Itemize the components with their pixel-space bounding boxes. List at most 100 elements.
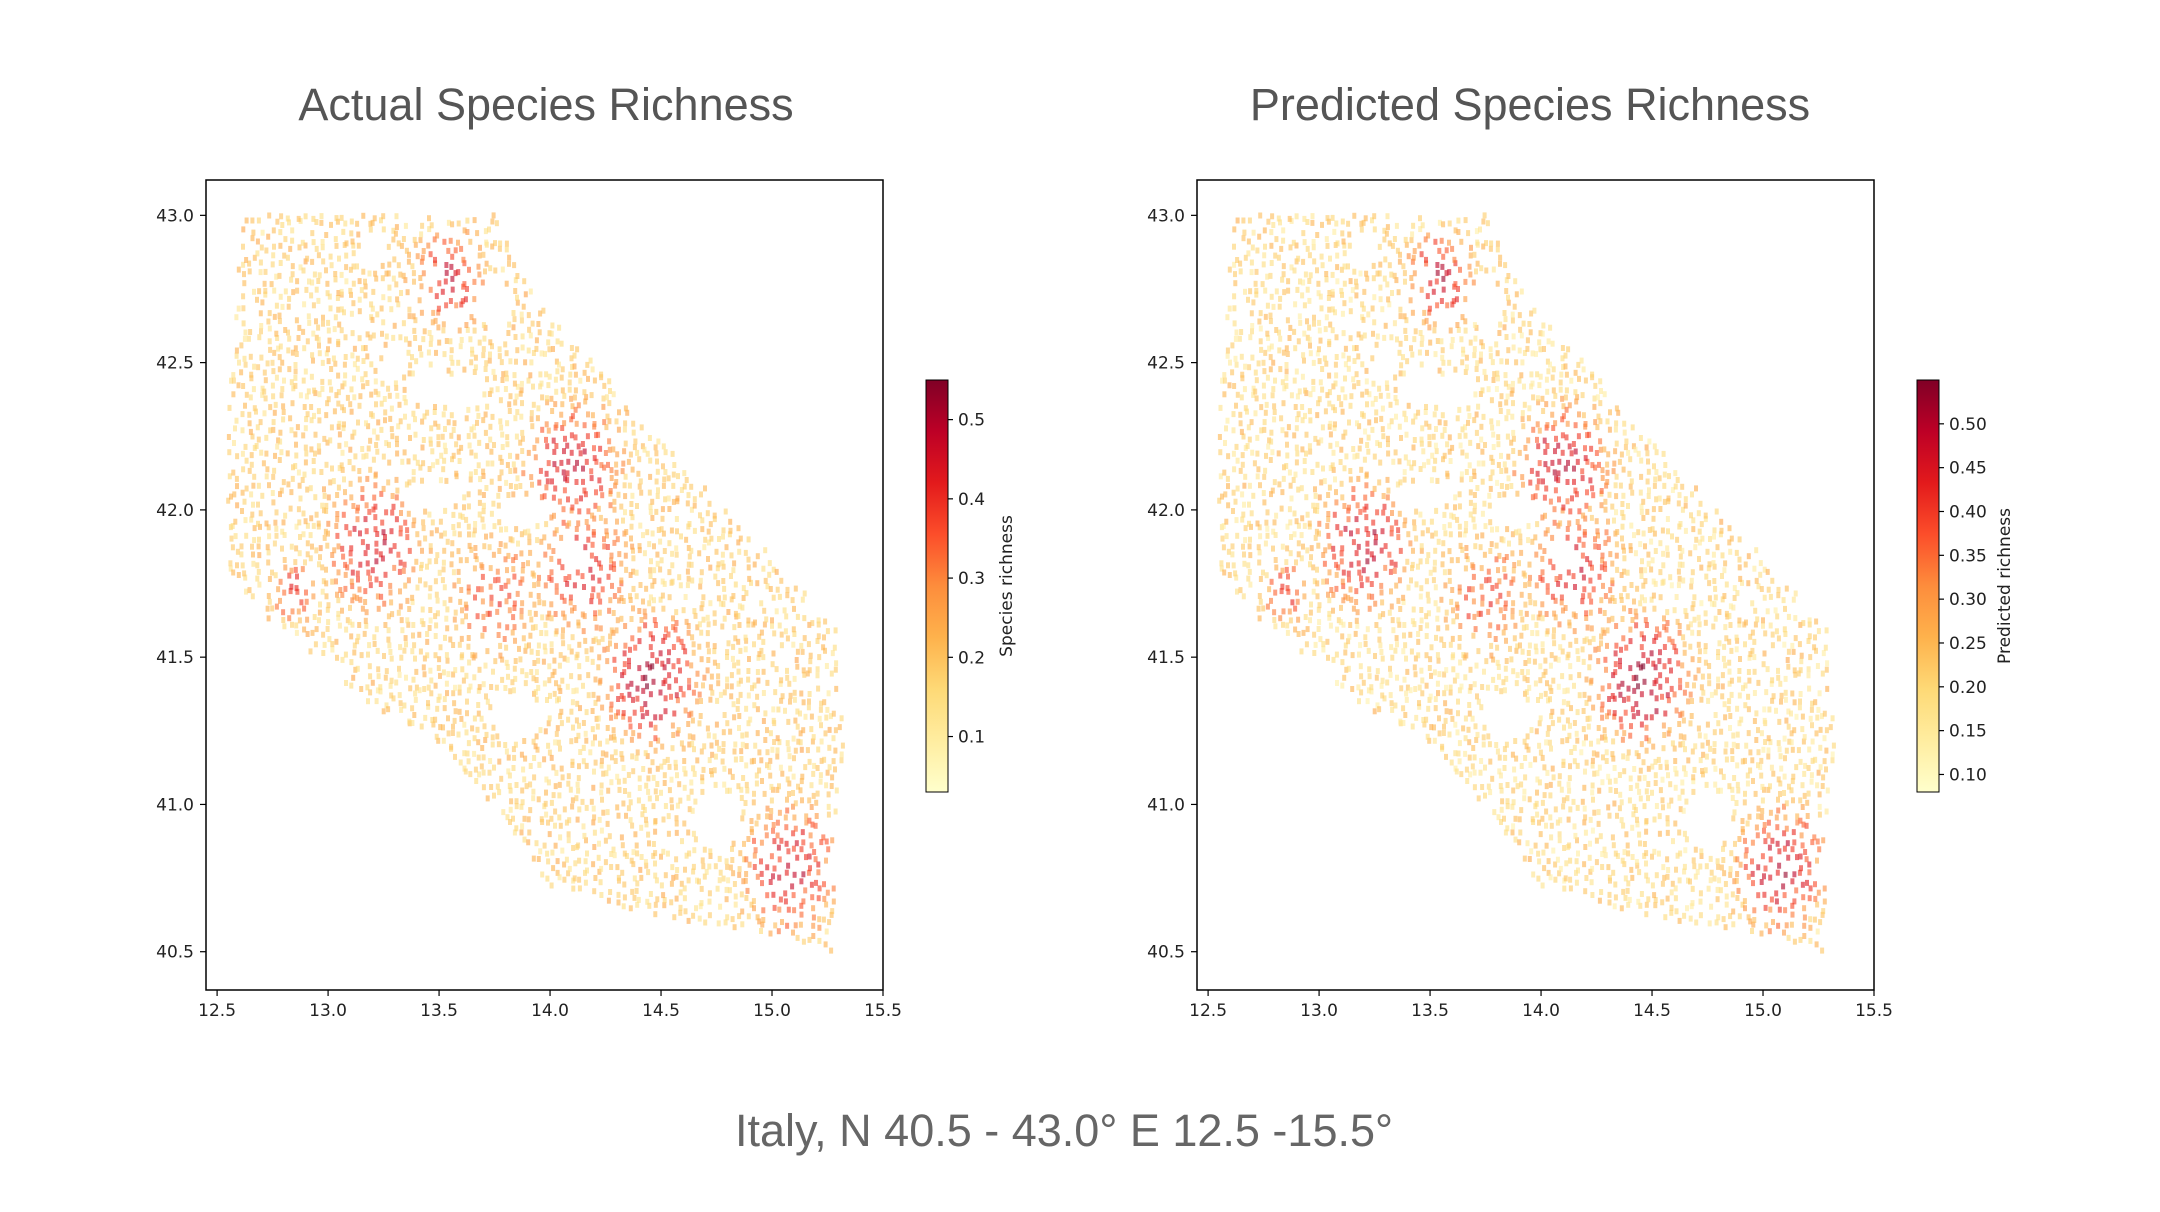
data-point [530, 320, 535, 327]
data-point [686, 492, 691, 499]
data-point [298, 534, 302, 540]
data-point [1268, 457, 1273, 463]
data-point [1458, 442, 1463, 449]
data-point [375, 311, 380, 318]
data-point [616, 899, 621, 906]
data-point [1354, 588, 1359, 595]
data-point [1391, 627, 1396, 634]
data-point [484, 485, 489, 491]
data-point [1248, 288, 1253, 295]
data-point [297, 482, 302, 489]
data-point [559, 708, 564, 715]
data-point [280, 545, 284, 552]
data-point [519, 413, 524, 420]
data-point [368, 582, 373, 589]
data-point [1379, 649, 1384, 655]
data-point [363, 292, 368, 299]
data-point [1300, 515, 1305, 522]
data-point [242, 498, 247, 505]
data-point [712, 643, 717, 650]
data-point [567, 574, 572, 581]
data-point [342, 380, 347, 387]
data-point [282, 532, 287, 538]
data-point [421, 270, 426, 277]
data-point [347, 459, 352, 465]
data-point [695, 698, 700, 705]
data-point [386, 479, 391, 486]
data-point [651, 606, 656, 613]
data-point [759, 757, 764, 764]
data-point [639, 874, 644, 881]
data-point [1312, 631, 1317, 638]
data-point [1442, 511, 1447, 518]
data-point [375, 531, 380, 537]
data-point [1467, 263, 1472, 270]
data-point [731, 643, 736, 650]
data-point [697, 691, 702, 698]
data-point [1328, 321, 1333, 328]
data-point [267, 576, 272, 582]
data-point [468, 476, 473, 483]
data-point [702, 846, 707, 853]
data-point [1465, 556, 1470, 563]
data-point [1468, 666, 1473, 673]
data-point [554, 388, 559, 395]
data-point [356, 231, 361, 238]
data-point [591, 819, 596, 826]
data-point [817, 885, 822, 892]
data-point [499, 424, 504, 431]
data-point [473, 594, 477, 601]
data-point [1364, 503, 1369, 510]
data-point [538, 727, 543, 734]
data-point [569, 648, 574, 655]
data-point [617, 587, 622, 594]
data-point [497, 485, 502, 492]
data-point [303, 559, 307, 566]
data-point [355, 570, 360, 577]
data-point [700, 778, 705, 785]
data-point [1354, 292, 1359, 299]
data-point [364, 622, 369, 629]
data-point [437, 693, 442, 700]
data-point [381, 485, 386, 492]
data-point [251, 560, 256, 567]
data-point [645, 450, 650, 457]
data-point [1315, 267, 1319, 274]
data-point [1367, 391, 1372, 398]
data-point [1463, 217, 1468, 224]
data-point [741, 775, 746, 781]
data-point [1468, 511, 1473, 518]
data-point [251, 386, 256, 393]
data-point [590, 541, 595, 548]
data-point [660, 515, 665, 522]
data-point [305, 338, 310, 345]
data-point [1430, 532, 1435, 539]
data-point [1348, 476, 1353, 483]
data-point [614, 469, 619, 476]
data-point [570, 699, 575, 706]
data-point [1352, 453, 1357, 460]
data-point [363, 617, 368, 624]
data-point [411, 476, 416, 483]
data-point [819, 738, 824, 745]
data-point [338, 587, 343, 593]
data-point [703, 919, 708, 926]
data-point [536, 856, 541, 862]
data-point [1439, 237, 1444, 244]
data-point [1322, 355, 1327, 362]
data-point [833, 766, 837, 773]
data-point [1375, 509, 1380, 516]
data-point [701, 616, 706, 623]
data-point [693, 612, 698, 619]
data-point [530, 423, 535, 430]
data-point [665, 756, 670, 763]
data-point [546, 779, 551, 786]
data-point [529, 359, 534, 366]
data-point [270, 382, 275, 389]
data-point [658, 714, 663, 721]
data-point [497, 519, 502, 526]
data-point [506, 492, 511, 498]
data-point [234, 314, 239, 321]
data-point [305, 255, 310, 262]
data-point [1449, 557, 1454, 564]
